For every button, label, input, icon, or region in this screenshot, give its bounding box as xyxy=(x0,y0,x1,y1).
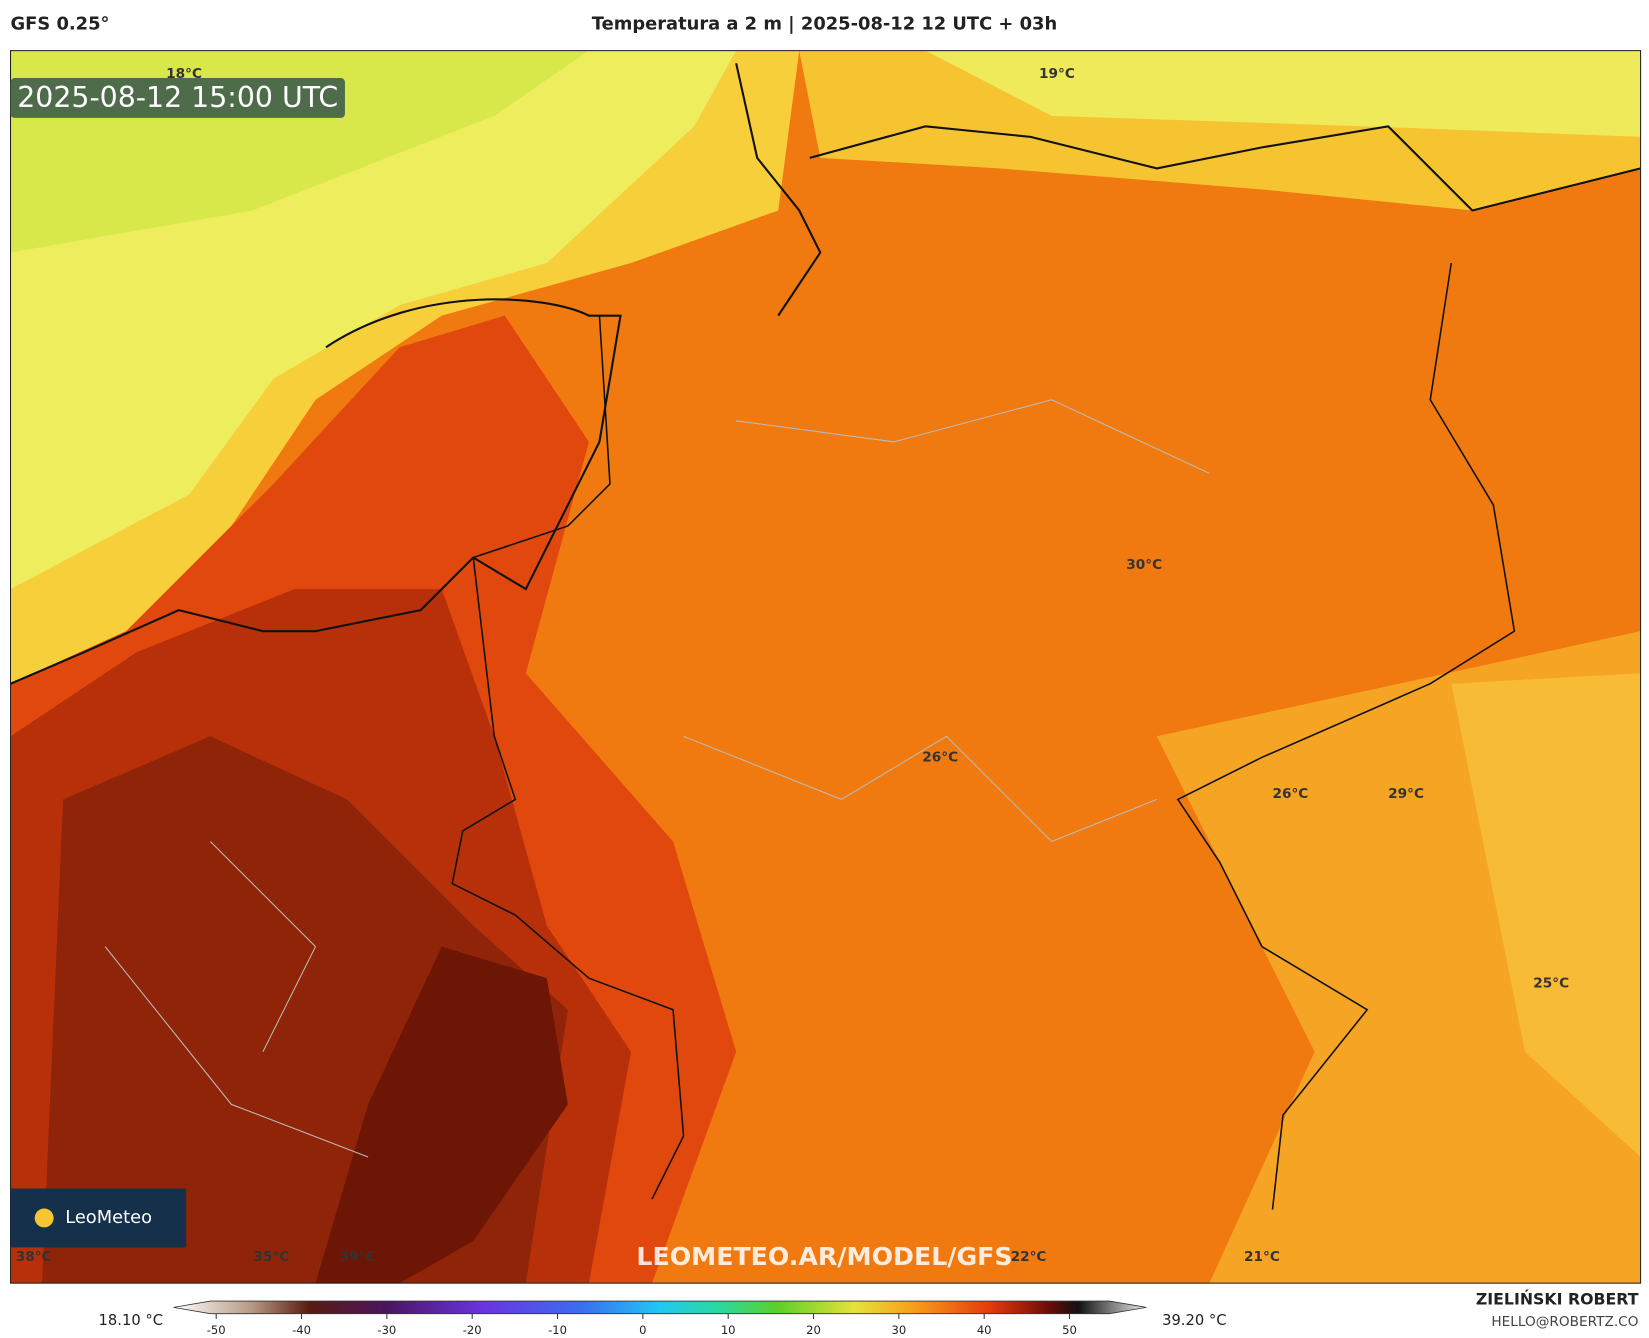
map-label: 21°C xyxy=(1244,1249,1280,1265)
map-label: 18°C xyxy=(166,66,202,82)
colorbar-tick-label: 10 xyxy=(721,1323,736,1337)
temp-zone xyxy=(1451,673,1641,1157)
timestamp: 2025-08-12 15:00 UTC xyxy=(17,81,338,114)
temp-zone xyxy=(925,50,1641,137)
map-title: Temperatura a 2 m | 2025-08-12 12 UTC + … xyxy=(592,13,1057,34)
map-label: 22°C xyxy=(1011,1249,1047,1265)
border xyxy=(451,262,1516,1210)
max-label: 39.20 °C xyxy=(1162,1312,1226,1329)
colorbar-tick-label: 0 xyxy=(639,1323,646,1337)
map-label: 25°C xyxy=(1533,975,1569,991)
logo-sun xyxy=(34,1208,54,1228)
author: ZIELIŃSKI ROBERT xyxy=(1476,1289,1639,1308)
min-label: 18.10 °C xyxy=(99,1312,163,1329)
colorbar-ticks: -50 -40 -30 -20 -10 0 10 20 30 40 50 xyxy=(207,1313,1077,1337)
colorbar-tick-label: 40 xyxy=(977,1323,992,1337)
author-email: HELLO@ROBERTZ.CO xyxy=(1491,1314,1638,1330)
colorbar-tick-label: -40 xyxy=(292,1323,311,1337)
watermark: LEOMETEO.AR/MODEL/GFS xyxy=(636,1242,1012,1271)
colorbar-tick-label: -50 xyxy=(207,1323,226,1337)
colorbar-tick-label: 50 xyxy=(1062,1323,1077,1337)
map-label: 26°C xyxy=(1272,786,1308,802)
map-label: 26°C xyxy=(922,749,958,765)
colorbar-tick-label: 20 xyxy=(806,1323,821,1337)
map-label: 29°C xyxy=(1388,786,1424,802)
timestamp-box xyxy=(10,77,345,118)
colorbar xyxy=(173,1300,1147,1315)
colorbar-tick-label: -30 xyxy=(377,1323,396,1337)
map-label: 39°C xyxy=(340,1249,376,1265)
map-label: 30°C xyxy=(1126,557,1162,573)
coastline xyxy=(735,63,1641,317)
map-labels: 18°C 19°C 30°C 26°C 26°C 29°C 25°C 38°C 35°C 39°C… xyxy=(16,66,1569,1265)
map-label: 38°C xyxy=(16,1249,52,1265)
region-border xyxy=(104,399,1210,1158)
model-name: GFS 0.25° xyxy=(11,13,110,34)
colorbar-tick-label: 30 xyxy=(891,1323,906,1337)
map-label: 35°C xyxy=(253,1249,289,1265)
logo-text: LeoMeteo xyxy=(65,1207,152,1228)
coastline xyxy=(10,298,622,685)
colorbar-tick-label: -10 xyxy=(548,1323,567,1337)
colorbar-tick-label: -20 xyxy=(463,1323,482,1337)
map: 18°C 19°C 30°C 26°C 26°C 29°C 25°C 38°C 35°C 39°C… xyxy=(10,50,1641,1284)
map-frame xyxy=(9,50,1642,1284)
map-label: 19°C xyxy=(1039,66,1075,82)
temp-zone xyxy=(315,946,568,1284)
